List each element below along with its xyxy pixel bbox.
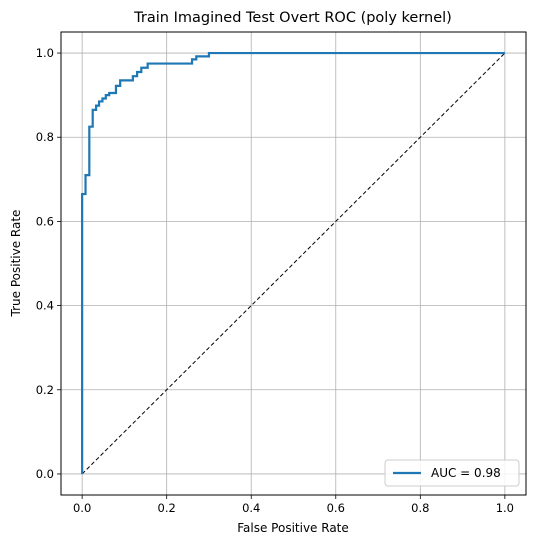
x-tick-label-4: 0.8 bbox=[411, 501, 429, 515]
x-axis-ticks: 0.0 0.2 0.4 0.6 0.8 1.0 bbox=[73, 495, 514, 515]
chart-title: Train Imagined Test Overt ROC (poly kern… bbox=[133, 10, 452, 26]
x-tick-label-0: 0.0 bbox=[73, 501, 91, 515]
x-axis-label: False Positive Rate bbox=[237, 521, 349, 535]
y-axis-label: True Positive Rate bbox=[9, 210, 23, 318]
x-tick-label-5: 1.0 bbox=[496, 501, 514, 515]
y-tick-label-3: 0.6 bbox=[36, 214, 54, 228]
x-tick-label-2: 0.4 bbox=[242, 501, 260, 515]
legend-entry-auc: AUC = 0.98 bbox=[431, 466, 501, 480]
y-tick-label-2: 0.4 bbox=[36, 299, 54, 313]
chance-diagonal-line bbox=[81, 52, 506, 475]
plot-frame bbox=[60, 31, 527, 496]
y-tick-label-4: 0.8 bbox=[36, 130, 54, 144]
y-axis-ticks: 0.0 0.2 0.4 0.6 0.8 1.0 bbox=[36, 46, 61, 481]
y-tick-label-0: 0.0 bbox=[36, 467, 54, 481]
grid-lines bbox=[61, 32, 526, 495]
x-tick-label-3: 0.6 bbox=[327, 501, 345, 515]
legend-box bbox=[384, 459, 520, 487]
series-layer bbox=[81, 51, 506, 475]
roc-curve-line bbox=[81, 51, 505, 474]
y-tick-label-5: 1.0 bbox=[36, 46, 54, 60]
x-tick-label-1: 0.2 bbox=[158, 501, 176, 515]
y-tick-label-1: 0.2 bbox=[36, 383, 54, 397]
legend: AUC = 0.98 bbox=[384, 459, 520, 487]
